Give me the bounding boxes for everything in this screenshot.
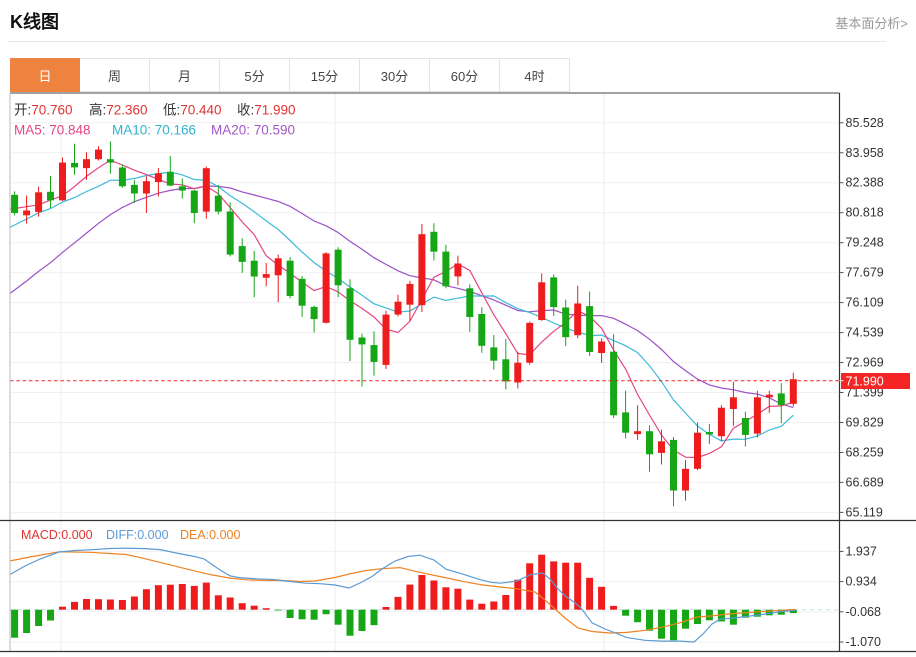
svg-text:77.679: 77.679: [846, 266, 884, 280]
svg-text:收:71.990: 收:71.990: [237, 102, 296, 117]
svg-text:71.990: 71.990: [846, 374, 884, 388]
svg-text:MA10: 70.166: MA10: 70.166: [112, 122, 196, 137]
svg-text:65.119: 65.119: [846, 505, 883, 519]
svg-text:MA20: 70.590: MA20: 70.590: [211, 122, 295, 137]
svg-text:69.829: 69.829: [846, 416, 884, 430]
svg-text:85.528: 85.528: [846, 116, 884, 130]
svg-text:-0.068: -0.068: [846, 605, 881, 619]
svg-text:80.818: 80.818: [846, 206, 884, 220]
svg-text:72.969: 72.969: [846, 356, 884, 370]
svg-text:高:72.360: 高:72.360: [89, 101, 148, 117]
svg-text:82.388: 82.388: [846, 176, 884, 190]
svg-text:DEA:0.000: DEA:0.000: [180, 528, 241, 542]
svg-text:DIFF:0.000: DIFF:0.000: [106, 528, 169, 542]
svg-text:76.109: 76.109: [846, 296, 884, 310]
svg-text:开:70.760: 开:70.760: [14, 102, 73, 117]
svg-text:MA5: 70.848: MA5: 70.848: [14, 122, 91, 137]
svg-text:74.539: 74.539: [846, 326, 884, 340]
svg-text:MACD:0.000: MACD:0.000: [21, 528, 93, 542]
svg-text:低:70.440: 低:70.440: [163, 102, 222, 117]
svg-text:-1.070: -1.070: [846, 635, 881, 649]
svg-text:83.958: 83.958: [846, 146, 884, 160]
svg-text:66.689: 66.689: [846, 475, 884, 489]
svg-text:79.248: 79.248: [846, 236, 884, 250]
svg-text:0.934: 0.934: [846, 575, 877, 589]
svg-text:68.259: 68.259: [846, 446, 884, 460]
svg-text:1.937: 1.937: [846, 544, 877, 558]
